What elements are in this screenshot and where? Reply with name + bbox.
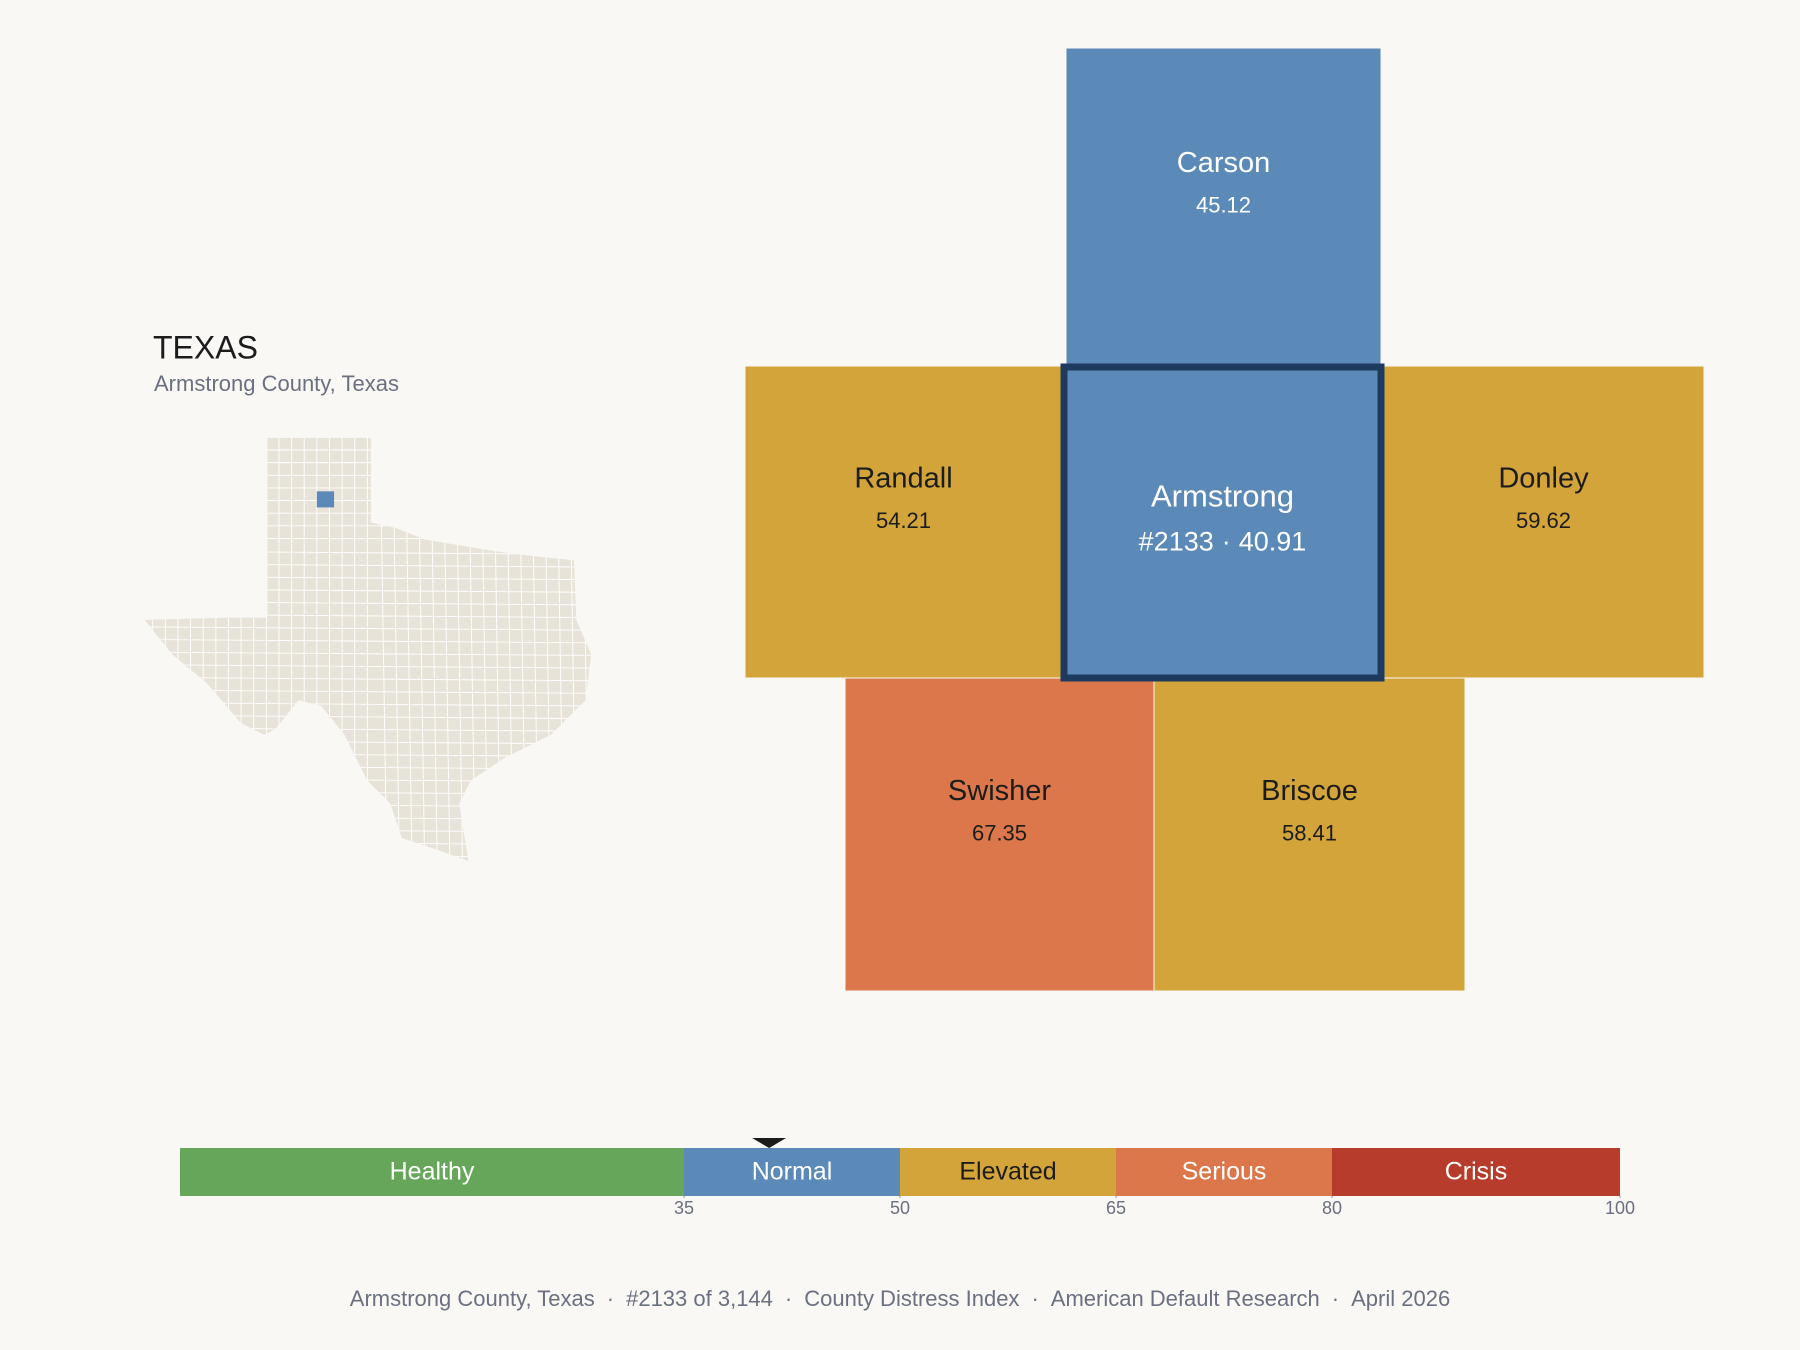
county-name: Swisher bbox=[948, 775, 1051, 807]
scale-band bbox=[684, 1148, 900, 1196]
county-name: Randall bbox=[854, 463, 952, 495]
grid-line-h bbox=[144, 815, 592, 821]
county bbox=[744, 365, 1063, 679]
band-label: Crisis bbox=[1445, 1158, 1508, 1186]
county-name: Carson bbox=[1177, 147, 1271, 179]
footer-item: April 2026 bbox=[1351, 1286, 1450, 1311]
county-value: 45.12 bbox=[1196, 192, 1251, 217]
grid-line-h bbox=[144, 676, 592, 682]
selected-county bbox=[316, 491, 335, 508]
county-value: 67.35 bbox=[972, 820, 1027, 845]
county bbox=[1065, 47, 1382, 366]
tick-label: 50 bbox=[890, 1198, 910, 1218]
separator: · bbox=[1222, 527, 1231, 557]
band-label: Normal bbox=[752, 1158, 833, 1186]
grid-line-h bbox=[144, 828, 592, 833]
tick-label: 65 bbox=[1106, 1198, 1126, 1218]
footer-item: #2133 of 3,144 bbox=[626, 1286, 773, 1311]
scale-band bbox=[180, 1148, 684, 1196]
footer-separator: · bbox=[1332, 1286, 1339, 1311]
scale-band bbox=[1116, 1148, 1332, 1196]
footer-separator: · bbox=[607, 1286, 614, 1311]
tick-label: 35 bbox=[674, 1198, 694, 1218]
grid-line-h bbox=[144, 853, 592, 859]
distress-scale: Healthy Normal Elevated Serious Crisis 35 50 65… bbox=[180, 1138, 1635, 1218]
grid-line-h bbox=[144, 638, 592, 644]
band-label: Serious bbox=[1182, 1158, 1267, 1186]
grid-line-h bbox=[138, 867, 597, 870]
grid-line-h bbox=[144, 803, 592, 808]
tick-label: 80 bbox=[1322, 1198, 1342, 1218]
value-marker bbox=[752, 1138, 787, 1148]
grid-line-h bbox=[144, 689, 592, 694]
grid-line-h bbox=[144, 664, 592, 669]
grid-line-h bbox=[144, 651, 592, 656]
subtitle: Armstrong County, Texas bbox=[154, 371, 399, 396]
county-value: 54.21 bbox=[876, 508, 931, 533]
county-name: Armstrong bbox=[1151, 479, 1294, 514]
county-name: Briscoe bbox=[1261, 775, 1358, 807]
county bbox=[1153, 677, 1466, 992]
grid-line-h bbox=[144, 790, 592, 795]
scale-band bbox=[1332, 1148, 1620, 1196]
scale-band bbox=[900, 1148, 1116, 1196]
county bbox=[1382, 365, 1705, 679]
county-value: 59.62 bbox=[1516, 508, 1571, 533]
selected-county bbox=[1060, 363, 1385, 682]
footer-item: American Default Research bbox=[1051, 1286, 1320, 1311]
footer-item: County Distress Index bbox=[804, 1286, 1019, 1311]
footer-separator: · bbox=[1031, 1286, 1038, 1311]
footer-separator: · bbox=[785, 1286, 792, 1311]
band-label: Elevated bbox=[959, 1158, 1056, 1186]
footer-item: Armstrong County, Texas bbox=[350, 1286, 595, 1311]
grid-line-v bbox=[595, 431, 602, 873]
rank: #2133 bbox=[1139, 527, 1214, 557]
county-map: Carson 45.12 Randall 54.21 Donley 59.62 Swishe… bbox=[744, 47, 1705, 992]
grid-line-h bbox=[144, 841, 592, 846]
grid-line-h bbox=[144, 626, 592, 631]
value: 40.91 bbox=[1239, 527, 1307, 557]
footer: Armstrong County, Texas · #2133 of 3,144 · C… bbox=[350, 1286, 1450, 1311]
county bbox=[844, 677, 1155, 992]
state-title: TEXAS bbox=[153, 329, 258, 365]
state-map bbox=[138, 431, 602, 873]
band-label: Healthy bbox=[390, 1158, 475, 1186]
state-outline bbox=[144, 437, 592, 861]
county-name: Donley bbox=[1498, 463, 1589, 495]
tick-label: 100 bbox=[1605, 1198, 1635, 1218]
county-rank-value: #2133 · 40.91 bbox=[1139, 527, 1307, 557]
county-value: 58.41 bbox=[1282, 820, 1337, 845]
